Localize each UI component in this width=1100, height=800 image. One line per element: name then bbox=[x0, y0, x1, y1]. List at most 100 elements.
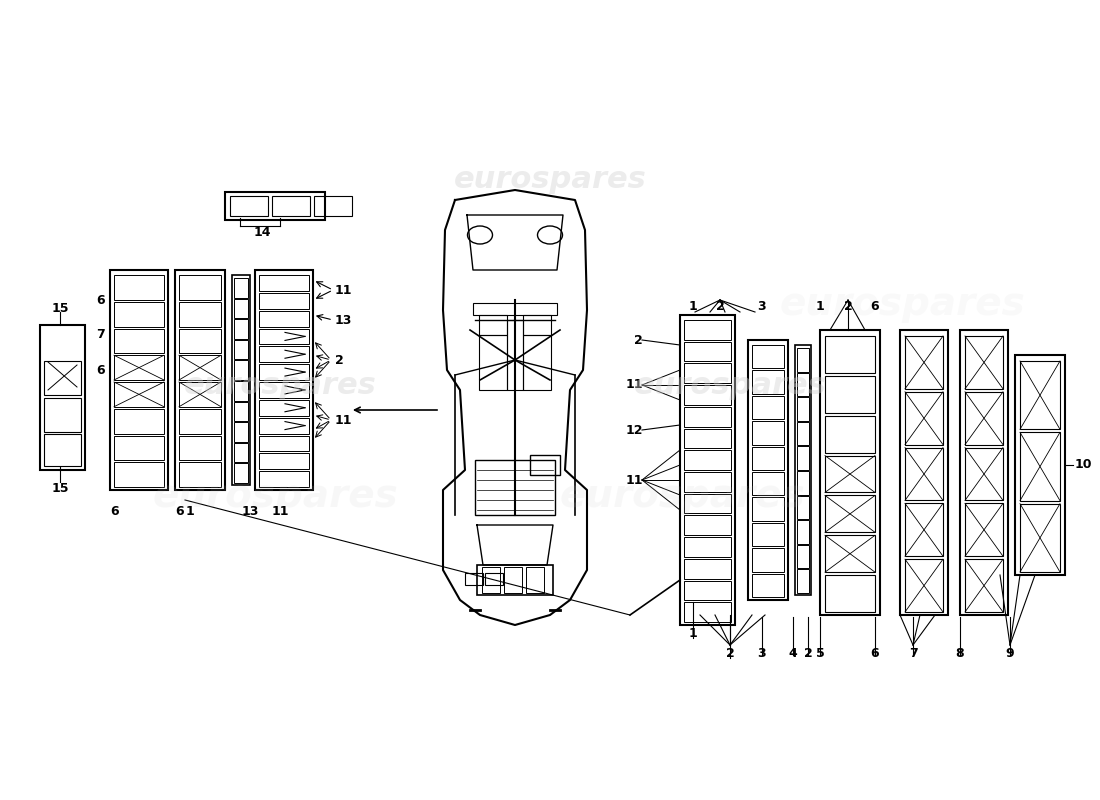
Text: 13: 13 bbox=[336, 314, 352, 326]
Text: 6: 6 bbox=[871, 647, 879, 660]
Text: 7: 7 bbox=[909, 647, 917, 660]
Bar bbox=[114, 355, 164, 380]
Bar bbox=[798, 570, 808, 593]
Bar bbox=[234, 463, 248, 483]
Bar bbox=[110, 270, 168, 490]
Bar bbox=[114, 462, 164, 487]
Text: 3: 3 bbox=[758, 647, 767, 660]
Bar bbox=[905, 503, 943, 556]
Bar bbox=[473, 303, 557, 315]
Bar bbox=[179, 409, 221, 434]
Bar bbox=[234, 278, 248, 298]
Bar bbox=[965, 503, 1003, 556]
Text: 15: 15 bbox=[52, 302, 68, 315]
Bar bbox=[485, 573, 503, 585]
Text: eurospares: eurospares bbox=[184, 370, 376, 399]
Bar bbox=[258, 293, 309, 309]
Text: 9: 9 bbox=[1005, 647, 1014, 660]
Bar bbox=[965, 392, 1003, 445]
Bar bbox=[234, 381, 248, 401]
Bar bbox=[752, 498, 784, 521]
Bar bbox=[1020, 432, 1060, 501]
Bar bbox=[684, 363, 732, 383]
Text: 6: 6 bbox=[97, 294, 104, 306]
Text: 1: 1 bbox=[689, 627, 697, 640]
Bar bbox=[965, 336, 1003, 389]
Bar bbox=[114, 382, 164, 406]
Bar bbox=[114, 302, 164, 326]
Bar bbox=[798, 422, 808, 446]
Bar bbox=[314, 196, 352, 216]
Bar bbox=[258, 310, 309, 326]
Text: 12: 12 bbox=[626, 423, 644, 437]
Bar bbox=[825, 495, 874, 532]
Bar bbox=[507, 320, 522, 390]
Bar bbox=[798, 495, 808, 519]
Bar bbox=[748, 340, 788, 600]
Bar bbox=[114, 409, 164, 434]
Bar bbox=[825, 575, 874, 612]
Bar bbox=[226, 192, 324, 220]
Bar bbox=[530, 455, 560, 475]
Bar bbox=[798, 545, 808, 568]
Bar bbox=[825, 535, 874, 572]
Bar bbox=[504, 567, 522, 593]
Bar bbox=[258, 346, 309, 362]
Text: 1: 1 bbox=[186, 505, 195, 518]
Bar bbox=[684, 407, 732, 426]
Text: 3: 3 bbox=[758, 300, 767, 313]
Text: eurospares: eurospares bbox=[634, 370, 826, 399]
Bar bbox=[752, 446, 784, 470]
Bar bbox=[114, 329, 164, 354]
Bar bbox=[900, 330, 948, 615]
Text: 6: 6 bbox=[176, 505, 185, 518]
Bar bbox=[234, 340, 248, 359]
Bar bbox=[820, 330, 880, 615]
Text: 6: 6 bbox=[871, 300, 879, 313]
Bar bbox=[232, 275, 250, 485]
Bar bbox=[965, 559, 1003, 612]
Text: eurospares: eurospares bbox=[559, 477, 805, 515]
Bar bbox=[684, 537, 732, 557]
Bar bbox=[965, 447, 1003, 501]
Bar bbox=[752, 396, 784, 419]
Bar bbox=[522, 315, 551, 335]
Bar bbox=[684, 320, 732, 340]
Bar bbox=[684, 385, 732, 405]
Text: 11: 11 bbox=[626, 474, 644, 486]
Text: 14: 14 bbox=[253, 226, 271, 239]
Bar bbox=[44, 398, 81, 432]
Bar bbox=[684, 602, 732, 622]
Bar bbox=[752, 370, 784, 394]
Bar bbox=[179, 355, 221, 380]
Bar bbox=[234, 422, 248, 442]
Text: eurospares: eurospares bbox=[779, 285, 1025, 323]
Bar bbox=[684, 559, 732, 578]
Bar bbox=[522, 335, 551, 390]
Bar bbox=[798, 373, 808, 396]
Bar bbox=[475, 460, 556, 515]
Bar bbox=[752, 523, 784, 546]
Bar bbox=[684, 515, 732, 535]
Bar bbox=[752, 548, 784, 571]
Bar bbox=[1015, 355, 1065, 575]
Bar bbox=[179, 435, 221, 460]
Bar bbox=[905, 392, 943, 445]
Bar bbox=[798, 446, 808, 470]
Bar bbox=[114, 435, 164, 460]
Bar bbox=[234, 402, 248, 421]
Bar bbox=[179, 275, 221, 300]
Bar bbox=[825, 455, 874, 493]
Text: 2: 2 bbox=[336, 354, 343, 366]
Bar bbox=[482, 567, 500, 593]
Bar bbox=[684, 472, 732, 492]
Bar bbox=[798, 471, 808, 494]
Bar bbox=[752, 421, 784, 445]
Bar bbox=[477, 565, 553, 595]
Bar bbox=[230, 196, 268, 216]
Bar bbox=[526, 567, 544, 593]
Bar bbox=[798, 348, 808, 371]
Text: 5: 5 bbox=[815, 647, 824, 660]
Text: 2: 2 bbox=[804, 647, 813, 660]
Text: 1: 1 bbox=[815, 300, 824, 313]
